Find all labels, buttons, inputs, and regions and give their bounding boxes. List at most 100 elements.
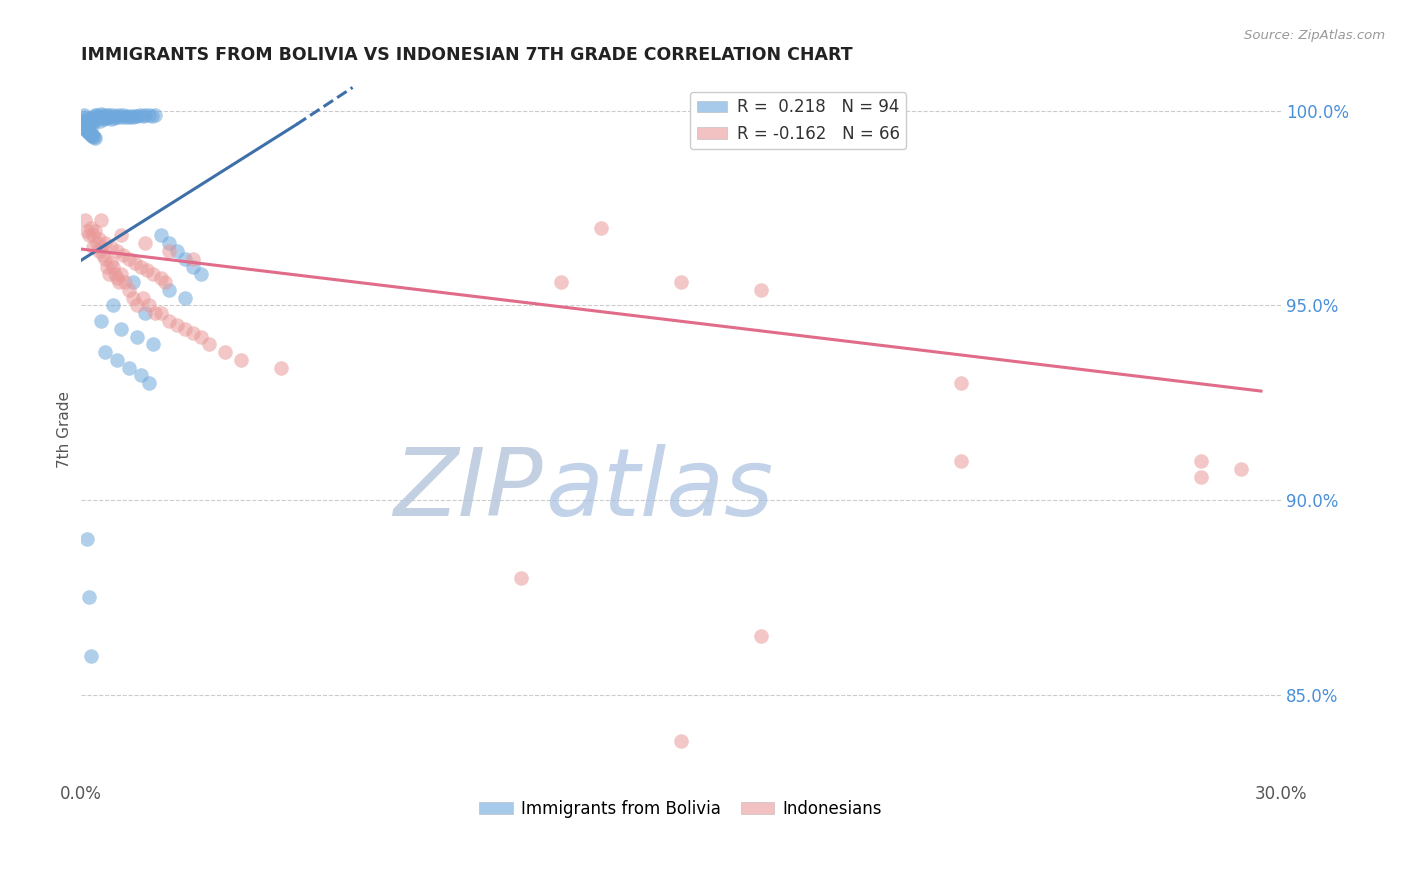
- Point: [101, 260, 124, 274]
- Point: [90, 110, 112, 124]
- Point: [93, 252, 115, 266]
- Point: [79, 113, 101, 128]
- Point: [117, 360, 139, 375]
- Point: [72, 120, 94, 135]
- Point: [77, 228, 100, 243]
- Point: [86, 236, 108, 251]
- Point: [110, 267, 132, 281]
- Point: [79, 127, 101, 141]
- Point: [129, 260, 152, 274]
- Point: [76, 115, 98, 129]
- Point: [89, 240, 111, 254]
- Point: [197, 337, 219, 351]
- Point: [83, 224, 105, 238]
- Point: [190, 329, 212, 343]
- Point: [138, 376, 160, 391]
- Point: [157, 283, 180, 297]
- Point: [117, 252, 139, 266]
- Point: [134, 306, 156, 320]
- Point: [76, 224, 98, 238]
- Point: [77, 112, 100, 126]
- Point: [181, 326, 204, 340]
- Point: [73, 120, 96, 135]
- Point: [83, 130, 105, 145]
- Point: [82, 128, 104, 143]
- Point: [190, 267, 212, 281]
- Point: [73, 110, 96, 124]
- Point: [114, 275, 136, 289]
- Point: [105, 111, 128, 125]
- Point: [1189, 454, 1212, 468]
- Point: [143, 306, 166, 320]
- Point: [509, 571, 531, 585]
- Point: [120, 109, 142, 123]
- Point: [76, 123, 98, 137]
- Point: [91, 248, 114, 262]
- Point: [73, 120, 96, 134]
- Point: [128, 108, 150, 122]
- Point: [125, 329, 148, 343]
- Point: [125, 109, 148, 123]
- Point: [124, 109, 146, 123]
- Point: [949, 376, 972, 391]
- Point: [105, 352, 128, 367]
- Text: IMMIGRANTS FROM BOLIVIA VS INDONESIAN 7TH GRADE CORRELATION CHART: IMMIGRANTS FROM BOLIVIA VS INDONESIAN 7T…: [80, 46, 852, 64]
- Point: [75, 120, 97, 135]
- Point: [121, 110, 143, 124]
- Point: [75, 112, 97, 126]
- Point: [89, 212, 111, 227]
- Point: [550, 275, 572, 289]
- Point: [84, 111, 107, 125]
- Point: [86, 108, 108, 122]
- Point: [82, 228, 104, 243]
- Point: [101, 108, 124, 122]
- Point: [87, 112, 110, 126]
- Point: [166, 244, 188, 258]
- Text: Source: ZipAtlas.com: Source: ZipAtlas.com: [1244, 29, 1385, 42]
- Point: [89, 107, 111, 121]
- Point: [72, 120, 94, 134]
- Point: [115, 109, 138, 123]
- Point: [86, 111, 108, 125]
- Point: [181, 260, 204, 274]
- Point: [72, 117, 94, 131]
- Point: [87, 232, 110, 246]
- Point: [173, 252, 195, 266]
- Point: [229, 352, 252, 367]
- Point: [94, 111, 117, 125]
- Point: [105, 271, 128, 285]
- Point: [96, 260, 118, 274]
- Point: [93, 236, 115, 251]
- Point: [79, 127, 101, 141]
- Point: [101, 298, 124, 312]
- Point: [97, 267, 120, 281]
- Point: [93, 110, 115, 124]
- Point: [80, 128, 103, 142]
- Point: [270, 360, 292, 375]
- Point: [82, 110, 104, 124]
- Point: [181, 252, 204, 266]
- Point: [149, 306, 172, 320]
- Point: [110, 110, 132, 124]
- Point: [100, 240, 122, 254]
- Point: [141, 267, 163, 281]
- Point: [669, 734, 692, 748]
- Point: [76, 114, 98, 128]
- Point: [75, 121, 97, 136]
- Point: [135, 263, 157, 277]
- Point: [111, 108, 134, 122]
- Point: [80, 117, 103, 131]
- Point: [111, 248, 134, 262]
- Point: [141, 337, 163, 351]
- Point: [97, 108, 120, 122]
- Point: [149, 271, 172, 285]
- Point: [749, 283, 772, 297]
- Point: [117, 110, 139, 124]
- Point: [121, 291, 143, 305]
- Point: [79, 648, 101, 663]
- Point: [134, 108, 156, 122]
- Point: [76, 532, 98, 546]
- Text: atlas: atlas: [546, 444, 773, 535]
- Point: [82, 112, 104, 127]
- Point: [138, 298, 160, 312]
